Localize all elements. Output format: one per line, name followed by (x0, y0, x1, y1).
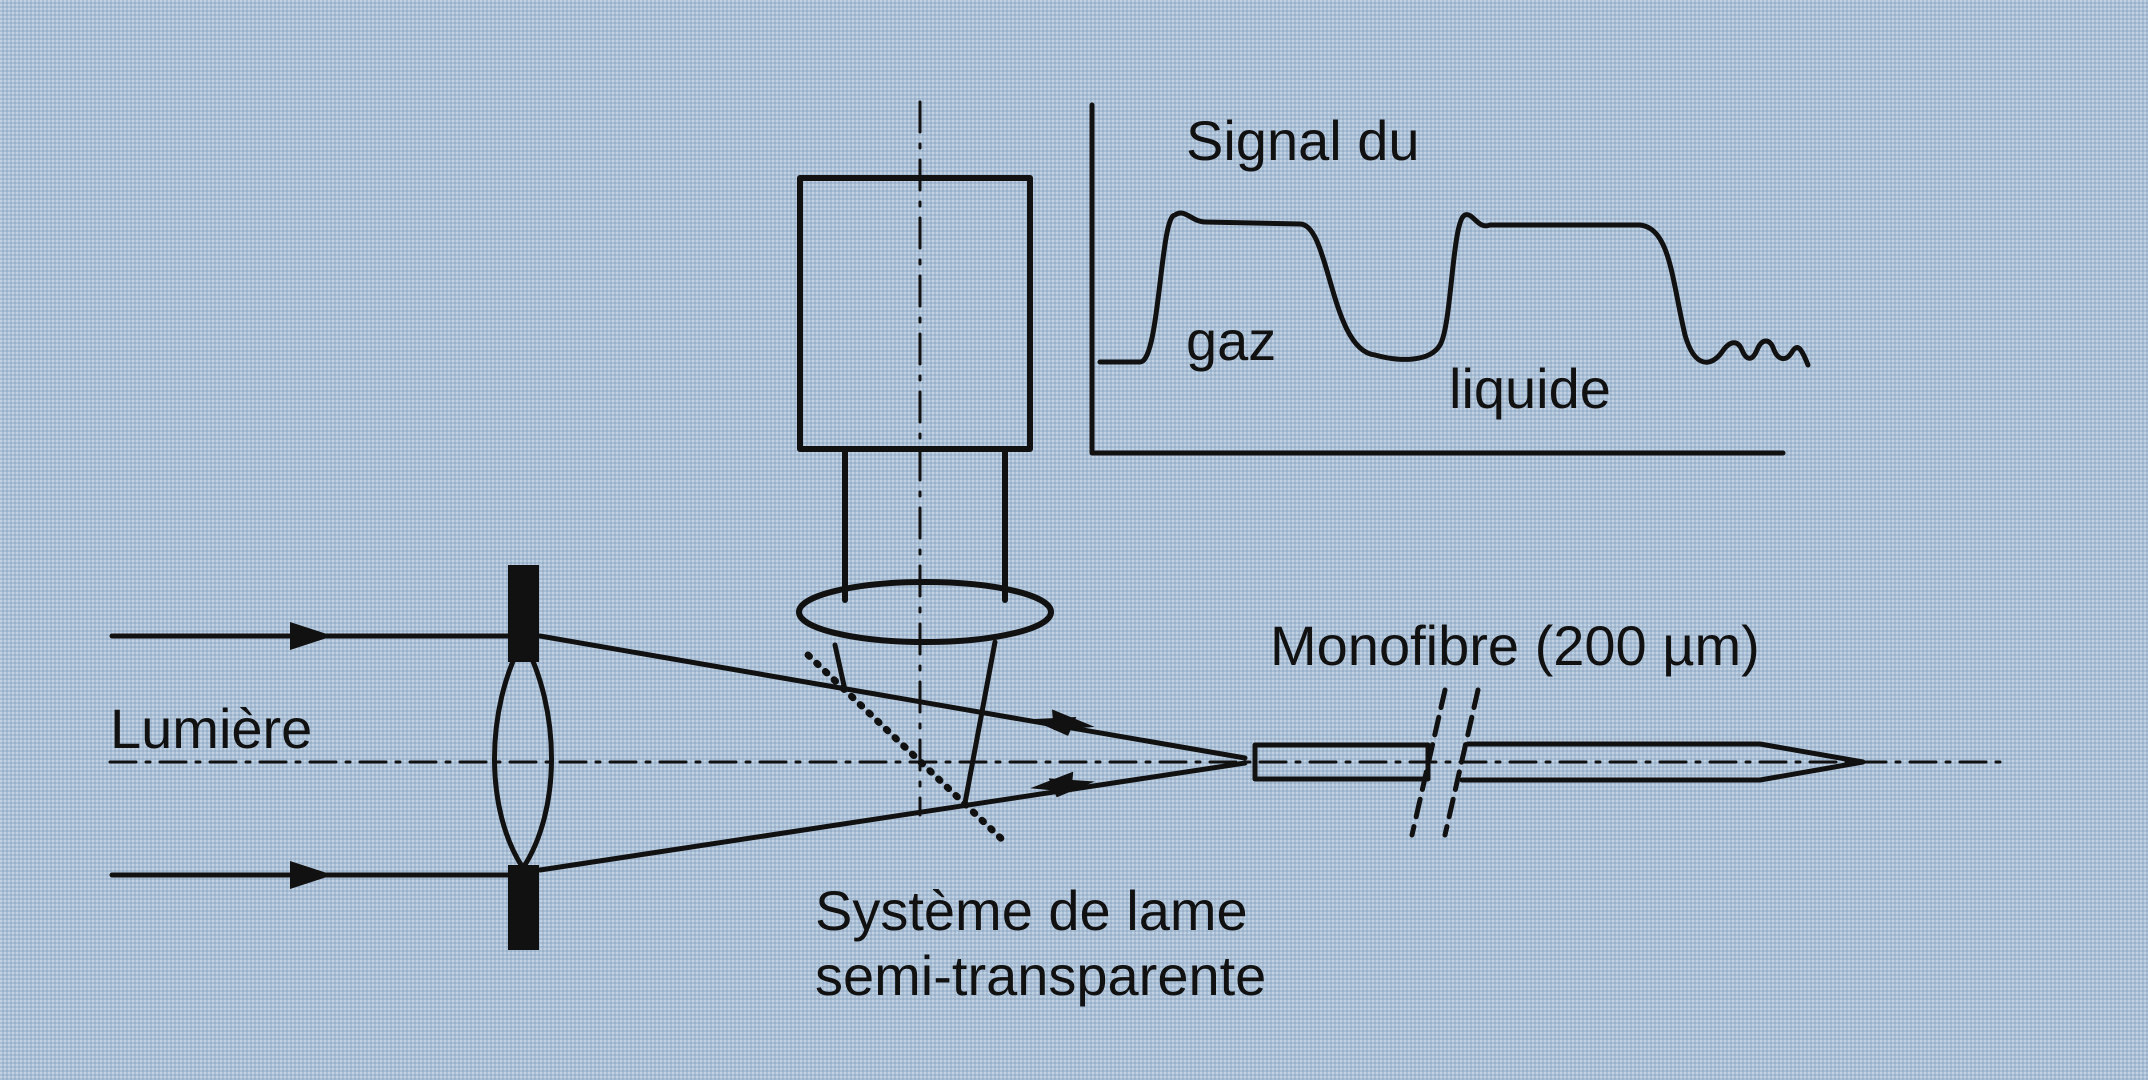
arrow-icon (290, 861, 333, 889)
detector-housing (797, 175, 1033, 452)
condenser-lens (796, 579, 1054, 645)
signal-plot (1089, 102, 1811, 456)
fiber-break-mark (1409, 687, 1448, 838)
signal-trace (1097, 210, 1811, 368)
converging-ray-bottom (537, 760, 1248, 873)
lens-mount-bottom (508, 865, 539, 950)
fiber-break-mark (1442, 687, 1481, 838)
gas-label: gaz (1186, 309, 1276, 372)
arrow-icon (1030, 717, 1077, 736)
arrow-icon (1030, 771, 1074, 793)
return-cone-right (962, 639, 998, 806)
return-cone-left (832, 642, 848, 693)
beamsplitter-label-line2: semi-transparente (815, 944, 1266, 1007)
converging-ray-top (537, 633, 1248, 761)
beamsplitter-label-line1: Système de lame (815, 879, 1248, 942)
signal-plot-axes (1089, 102, 1786, 456)
light-label: Lumière (110, 697, 312, 760)
signal-title: Signal du (1186, 109, 1420, 172)
lens-mount-top (508, 565, 539, 662)
fiber-probe-segment (1459, 741, 1866, 783)
lens-body (492, 637, 554, 871)
liquid-label: liquide (1449, 357, 1611, 420)
arrow-icon (290, 622, 333, 650)
fiber-label: Monofibre (200 µm) (1270, 614, 1760, 677)
focusing-lens (492, 565, 554, 950)
monofibre (1252, 687, 1866, 838)
